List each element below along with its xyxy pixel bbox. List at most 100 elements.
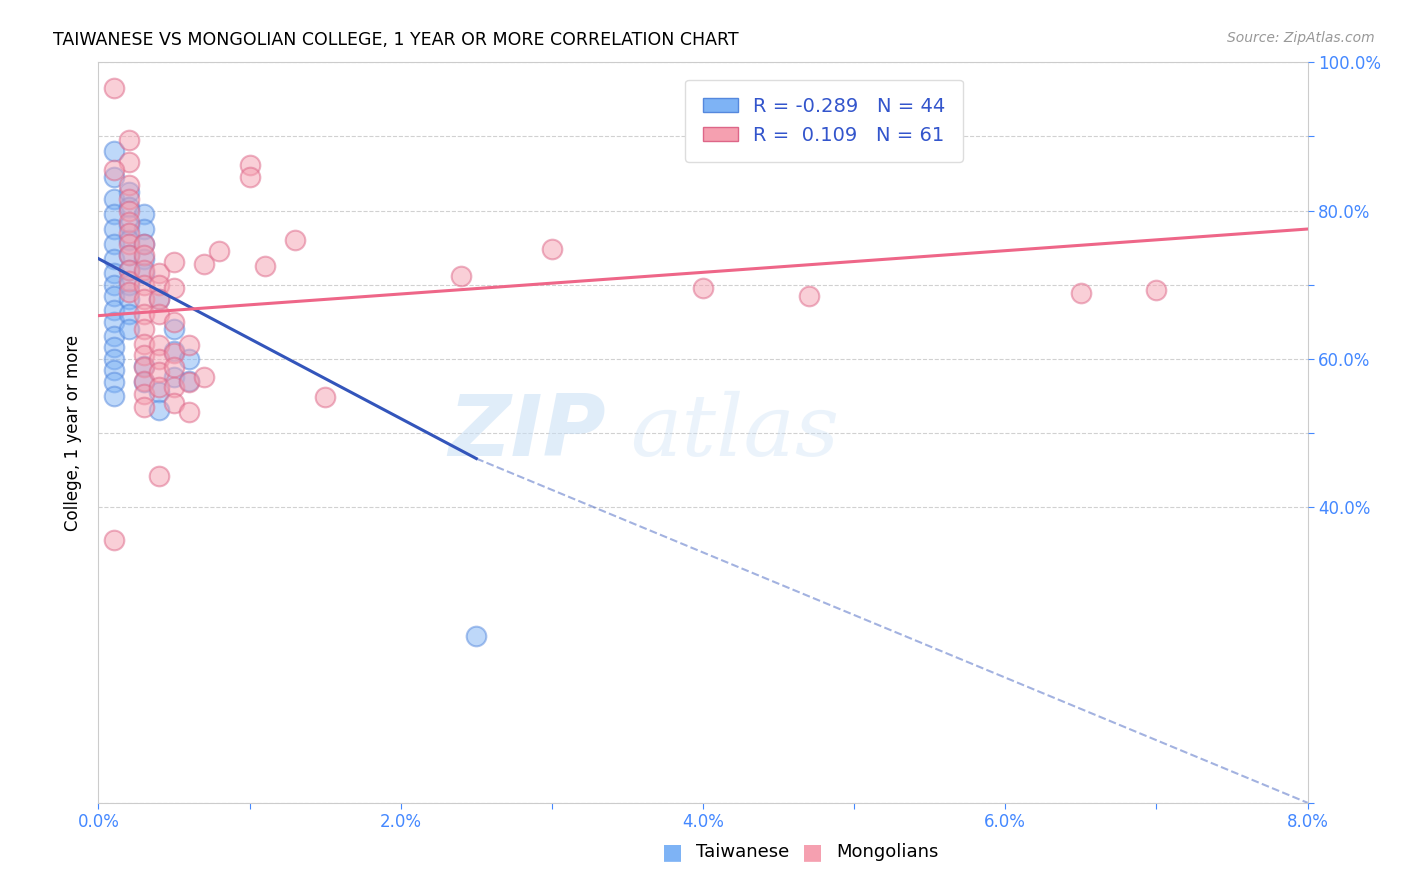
Point [148,338,170,352]
Point [103,341,125,355]
Point [118,155,141,169]
Point [118,293,141,307]
Point [132,348,155,362]
Point [132,236,155,251]
Point [103,388,125,402]
Text: ■: ■ [662,842,682,862]
Point [163,370,186,384]
Point [118,248,141,262]
Point [179,405,201,419]
Point [148,267,170,281]
Point [132,387,155,401]
Text: TAIWANESE VS MONGOLIAN COLLEGE, 1 YEAR OR MORE CORRELATION CHART: TAIWANESE VS MONGOLIAN COLLEGE, 1 YEAR O… [53,31,740,49]
Point [103,145,125,159]
Point [179,376,201,390]
Point [118,262,141,277]
Point [450,268,472,283]
Point [148,365,170,379]
Point [103,252,125,266]
Point [103,533,125,547]
Point [103,303,125,318]
Point [193,370,215,384]
Point [239,158,262,172]
Point [118,274,141,288]
Point [132,207,155,221]
Point [148,468,170,483]
Point [148,277,170,292]
Point [103,207,125,221]
Point [103,314,125,328]
Point [1146,284,1168,298]
Point [284,233,307,247]
Point [118,214,141,228]
Text: ■: ■ [803,842,823,862]
Point [103,236,125,251]
Point [540,242,562,256]
Point [179,351,201,366]
Text: Mongolians: Mongolians [837,843,939,861]
Point [208,244,231,259]
Point [118,262,141,277]
Point [163,344,186,359]
Point [163,281,186,295]
Point [103,277,125,292]
Point [797,288,820,302]
Point [132,293,155,307]
Point [132,376,155,390]
Point [103,267,125,281]
Point [118,193,141,207]
Point [103,329,125,343]
Point [132,252,155,266]
Point [132,307,155,321]
Point [163,360,186,375]
Point [132,322,155,336]
Point [118,185,141,199]
Point [163,396,186,410]
Point [118,322,141,336]
Point [132,236,155,251]
Point [132,359,155,373]
Y-axis label: College, 1 year or more: College, 1 year or more [65,334,83,531]
Point [148,307,170,321]
Point [103,170,125,185]
Point [103,362,125,376]
Point [103,162,125,177]
Text: ZIP: ZIP [449,391,606,475]
Point [1070,286,1092,301]
Point [148,384,170,399]
Point [118,307,141,321]
Point [132,262,155,277]
Point [193,257,215,271]
Point [163,380,186,394]
Point [163,322,186,336]
Point [163,255,186,269]
Point [148,380,170,394]
Point [103,81,125,95]
Point [253,259,276,273]
Point [103,222,125,236]
Point [179,338,201,352]
Point [118,133,141,147]
Point [163,345,186,359]
Point [118,277,141,292]
Point [118,219,141,233]
Point [103,193,125,207]
Point [179,374,201,388]
Point [163,314,186,328]
Point [118,285,141,299]
Point [103,351,125,366]
Point [132,222,155,236]
Text: atlas: atlas [630,392,839,474]
Point [132,336,155,351]
Point [118,236,141,251]
Point [118,248,141,262]
Point [148,293,170,307]
Text: Source: ZipAtlas.com: Source: ZipAtlas.com [1227,31,1375,45]
Point [314,390,336,404]
Point [132,248,155,262]
Point [132,267,155,281]
Point [118,200,141,214]
Point [132,277,155,292]
Point [132,400,155,414]
Legend: R = -0.289   N = 44, R =  0.109   N = 61: R = -0.289 N = 44, R = 0.109 N = 61 [685,79,963,162]
